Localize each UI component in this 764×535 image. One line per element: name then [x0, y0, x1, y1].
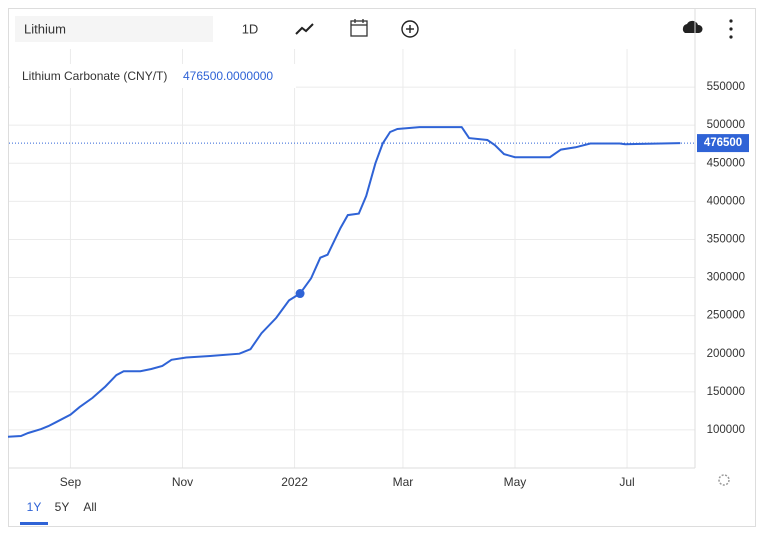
range-button[interactable]: 5Y	[55, 500, 70, 514]
y-tick-label: 250000	[707, 310, 745, 322]
last-value-box	[697, 134, 749, 153]
x-tick-label: Mar	[393, 475, 414, 489]
legend-value: 476500.0000000	[183, 69, 273, 83]
legend-name: Lithium Carbonate (CNY/T)	[22, 69, 167, 83]
calendar-icon[interactable]	[350, 19, 368, 37]
interval-button[interactable]: 1D	[242, 21, 259, 36]
y-tick-label: 200000	[707, 348, 745, 360]
x-tick-label: 2022	[281, 475, 308, 489]
x-tick-label: May	[504, 475, 527, 489]
menu-icon[interactable]	[729, 19, 733, 39]
range-underline	[20, 522, 48, 525]
frame	[8, 8, 756, 527]
range-button[interactable]: All	[83, 500, 96, 514]
add-icon[interactable]	[401, 20, 419, 38]
y-tick-label: 550000	[707, 81, 745, 93]
hover-point	[295, 289, 305, 299]
search-text[interactable]: Lithium	[24, 21, 66, 36]
y-tick-label: 300000	[707, 272, 745, 284]
y-tick-label: 150000	[707, 386, 745, 398]
plot: 100000 150000 200000 250000 300000 350000 4000…	[7, 8, 749, 489]
price-line	[7, 126, 681, 438]
y-tick-label: 350000	[707, 233, 745, 245]
y-tick-label: 500000	[707, 119, 745, 131]
x-tick-label: Sep	[60, 475, 82, 489]
y-tick-label: 400000	[707, 195, 745, 207]
y-tick-label: 100000	[707, 424, 745, 436]
x-tick-label: Jul	[619, 475, 634, 489]
last-value-label: 476500	[704, 137, 742, 149]
search-box[interactable]	[15, 16, 213, 42]
y-tick-label: 450000	[707, 157, 745, 169]
range-button[interactable]: 1Y	[27, 500, 42, 514]
download-icon[interactable]	[682, 20, 703, 33]
settings-icon[interactable]	[718, 474, 730, 486]
x-tick-label: Nov	[172, 475, 193, 489]
chart-type-icon[interactable]	[295, 23, 314, 35]
legend-bg	[10, 64, 296, 88]
